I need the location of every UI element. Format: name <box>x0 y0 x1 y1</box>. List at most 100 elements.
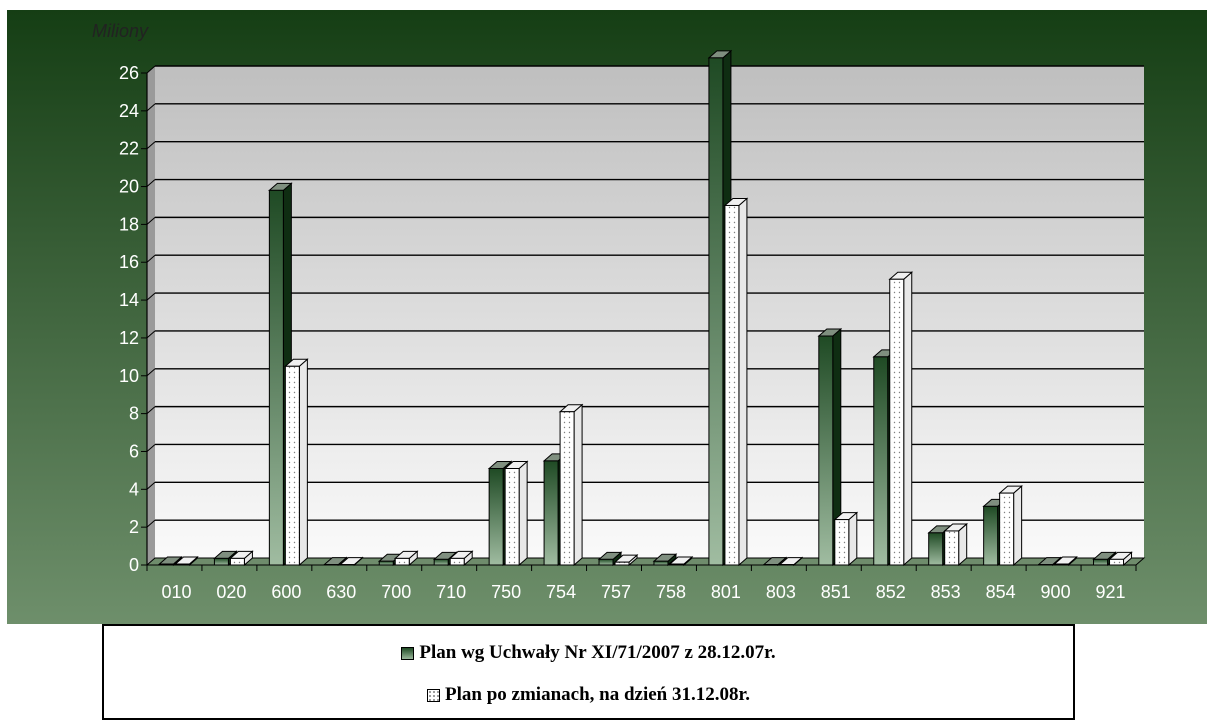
x-tick-label: 853 <box>931 582 961 602</box>
bar-front <box>284 365 300 566</box>
y-tick-label: 22 <box>119 139 139 159</box>
bar-front <box>559 411 575 566</box>
bar-side <box>903 271 913 567</box>
bar-front <box>158 563 174 566</box>
bar-series1 <box>158 555 183 567</box>
x-tick-label: 801 <box>711 582 741 602</box>
x-tick-label: 010 <box>161 582 191 602</box>
y-tick-label: 10 <box>119 366 139 386</box>
y-tick-label: 18 <box>119 214 139 234</box>
x-tick-label: 700 <box>381 582 411 602</box>
y-tick-label: 0 <box>129 555 139 575</box>
bar-series2 <box>284 358 309 567</box>
x-tick-label: 630 <box>326 582 356 602</box>
bar-side <box>573 403 583 567</box>
bar-series2 <box>723 197 749 567</box>
x-tick-label: 803 <box>766 582 796 602</box>
bar-front <box>653 560 669 566</box>
bar-front <box>174 563 190 566</box>
grid-line-diag <box>146 519 156 528</box>
x-tick-label: 020 <box>216 582 246 602</box>
grid-line-diag <box>146 179 156 187</box>
y-tick-label: 20 <box>119 177 139 197</box>
bar-series2 <box>448 550 474 567</box>
x-tick-label: 851 <box>821 582 851 602</box>
bars <box>158 49 1133 567</box>
bar-front <box>449 557 465 566</box>
grid-line-diag <box>146 65 156 74</box>
bar-front <box>1054 563 1070 566</box>
legend-swatch-series1 <box>401 646 415 660</box>
bar-series1 <box>817 327 843 567</box>
y-tick-label: 24 <box>119 101 139 121</box>
bar-front <box>394 557 410 566</box>
grid-line-diag <box>146 330 156 339</box>
bar-front <box>928 532 944 566</box>
grid-line-diag <box>146 444 156 452</box>
bar-series2 <box>943 522 969 567</box>
bar-front <box>488 467 504 566</box>
bar-series2 <box>778 556 804 567</box>
bar-front <box>268 189 284 566</box>
x-tick-label: 600 <box>271 582 301 602</box>
grid-line-diag <box>146 481 156 490</box>
bar-side <box>518 460 528 567</box>
y-tick-label: 4 <box>129 479 139 499</box>
y-tick-label: 12 <box>119 328 139 348</box>
bar-series2 <box>338 556 364 567</box>
bar-series1 <box>652 553 678 567</box>
grid-line-diag <box>146 368 156 377</box>
bar-front <box>944 530 960 566</box>
x-tick-label: 852 <box>876 582 906 602</box>
x-tick-label: 710 <box>436 582 466 602</box>
unit-label: Miliony <box>92 21 149 41</box>
legend-label-series2: Plan po zmianach, na dzień 31.12.08r. <box>445 684 750 705</box>
x-tick-label: 921 <box>1096 582 1126 602</box>
bar-front <box>834 519 850 566</box>
y-tick-label: 6 <box>129 441 139 461</box>
bar-front <box>504 467 520 566</box>
x-tick-label: 750 <box>491 582 521 602</box>
y-tick-label: 2 <box>129 517 139 537</box>
legend-item-series2: Plan po zmianach, na dzień 31.12.08r. <box>104 684 1073 706</box>
grid-lines <box>146 65 1144 528</box>
legend-label-series1: Plan wg Uchwały Nr XI/71/2007 z 28.12.07… <box>419 642 776 663</box>
bar-series2 <box>998 484 1023 567</box>
x-tick-label: 757 <box>601 582 631 602</box>
bar-front <box>1109 558 1125 566</box>
y-tick-label: 26 <box>119 63 139 83</box>
bar-front <box>818 335 834 566</box>
bar-side <box>1013 484 1023 567</box>
grid-line-diag <box>146 103 156 112</box>
bar-series2 <box>174 555 199 567</box>
grid-line-diag <box>146 292 156 301</box>
grid-line-diag <box>146 141 156 150</box>
x-tick-label: 900 <box>1041 582 1071 602</box>
legend-swatch-series2 <box>427 688 441 702</box>
grid-line-diag <box>146 254 156 263</box>
bar-front <box>433 558 449 566</box>
x-axis: 010 020 600 630 700 710 750 754 757 758 801 803 851 8… <box>146 565 1137 602</box>
x-tick-label: 754 <box>546 582 576 602</box>
y-tick-label: 8 <box>129 404 139 424</box>
bar-side <box>848 511 858 567</box>
bar-front <box>889 278 905 566</box>
bar-series2 <box>1053 555 1078 567</box>
bar-series1 <box>762 556 788 567</box>
bar-series2 <box>229 550 254 567</box>
bar-front <box>669 563 685 566</box>
bar-series1 <box>1037 556 1062 567</box>
bar-series2 <box>558 403 584 567</box>
bar-series2 <box>1108 551 1133 567</box>
bar-side <box>298 358 308 567</box>
bar-front <box>213 557 229 566</box>
bar-series2 <box>613 554 639 567</box>
grid-line-diag <box>146 217 156 225</box>
bar-front <box>1093 558 1109 566</box>
chart-area: Miliony 0 2 4 6 8 10 12 14 16 18 20 22 24 26 010 020 60… <box>7 10 1207 624</box>
bar-series2 <box>833 511 859 567</box>
bar-series2 <box>393 550 419 567</box>
legend-item-series1: Plan wg Uchwały Nr XI/71/2007 z 28.12.07… <box>104 642 1073 664</box>
y-tick-label: 16 <box>119 252 139 272</box>
